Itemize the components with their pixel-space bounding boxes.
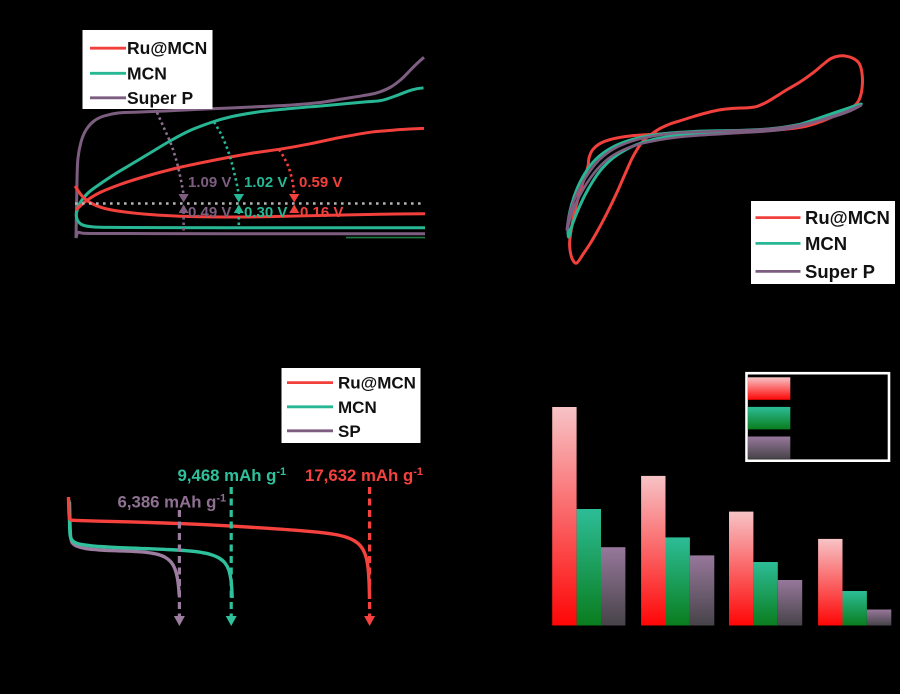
svg-text:Ru@MCN: Ru@MCN [338, 374, 416, 393]
svg-text:SP: SP [338, 422, 361, 441]
svg-text:6,386 mAh g-1: 6,386 mAh g-1 [118, 493, 227, 512]
svg-text:0.49 V: 0.49 V [188, 204, 231, 221]
svg-text:MCN: MCN [338, 398, 377, 417]
svg-text:Super P: Super P [127, 88, 193, 108]
svg-text:Super P: Super P [805, 261, 875, 282]
svg-text:1.02 V: 1.02 V [244, 174, 287, 191]
svg-text:MCN: MCN [805, 233, 847, 254]
svg-text:17,632 mAh g-1: 17,632 mAh g-1 [305, 466, 423, 485]
svg-text:MCN: MCN [127, 63, 167, 83]
svg-text:0.30 V: 0.30 V [244, 204, 287, 221]
svg-text:1.09 V: 1.09 V [188, 174, 231, 191]
svg-text:Ru@MCN: Ru@MCN [805, 207, 890, 228]
svg-text:Ru@MCN: Ru@MCN [127, 38, 207, 58]
svg-text:0.16 V: 0.16 V [300, 204, 343, 221]
svg-text:0.59 V: 0.59 V [299, 174, 342, 191]
svg-text:9,468 mAh g-1: 9,468 mAh g-1 [178, 466, 287, 485]
